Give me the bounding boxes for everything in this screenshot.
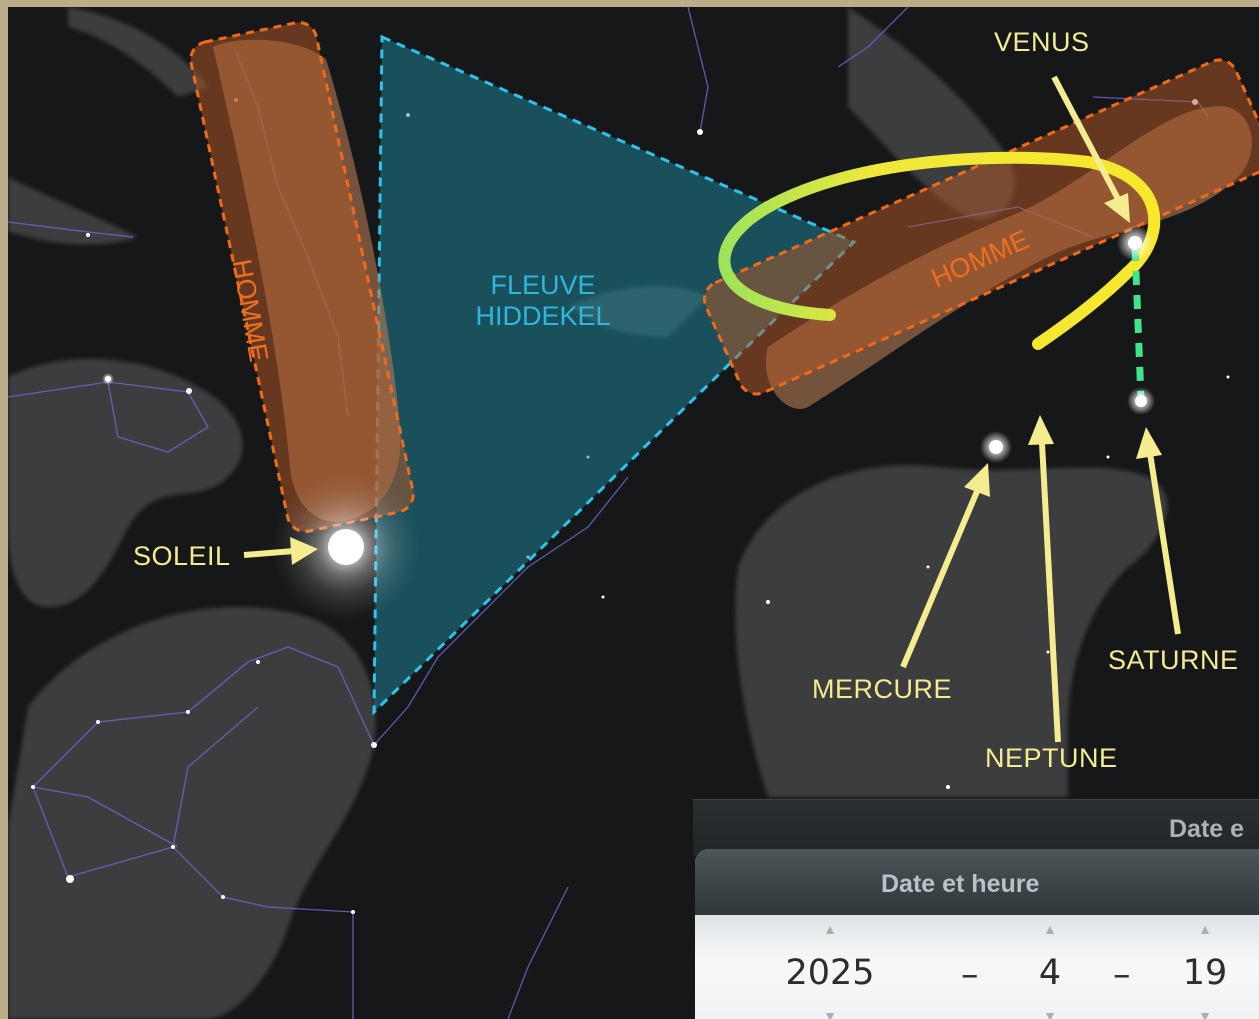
day-down-arrow-icon[interactable]: ▼ — [1198, 1008, 1212, 1019]
neptune-label: NEPTUNE — [985, 743, 1118, 773]
date-separator: – — [1113, 955, 1131, 995]
date-time-window-back[interactable]: Date e — [693, 799, 1259, 856]
date-separator: – — [961, 955, 979, 995]
venus-retrograde-loop — [718, 151, 1161, 350]
saturne-label: SATURNE — [1108, 645, 1239, 675]
date-time-title: Date et heure — [881, 870, 1040, 898]
neptune-arrow — [1028, 415, 1061, 743]
month-up-arrow-icon[interactable]: ▲ — [1043, 921, 1057, 937]
soleil-arrow — [243, 537, 318, 565]
sun-body — [271, 472, 421, 622]
year-up-arrow-icon[interactable]: ▲ — [823, 921, 837, 937]
saturne-body — [1127, 387, 1155, 415]
pointer-arrows — [243, 75, 1181, 743]
date-time-panel[interactable]: Date e Date et heure ▲ 2025 ▼ – ▲ 4 ▼ – — [693, 799, 1259, 1019]
constellation-artwork — [8, 7, 1168, 1019]
year-value[interactable]: 2025 — [785, 953, 875, 993]
mercure-label: MERCURE — [812, 674, 953, 704]
venus-label: VENUS — [994, 27, 1090, 57]
fleuve-hiddekel-label: FLEUVE HIDDEKEL — [458, 270, 628, 332]
back-window-title: Date e — [1169, 815, 1245, 843]
sky-view[interactable]: SOLEIL VENUS MERCURE NEPTUNE SATURNE FLE… — [8, 7, 1259, 1019]
month-down-arrow-icon[interactable]: ▼ — [1043, 1008, 1057, 1019]
year-down-arrow-icon[interactable]: ▼ — [823, 1008, 837, 1019]
background-stars — [31, 98, 1230, 914]
venus-body — [1117, 225, 1153, 261]
month-value[interactable]: 4 — [1038, 953, 1062, 993]
date-fields: ▲ 2025 ▼ – ▲ 4 ▼ – ▲ 19 ▼ — [695, 915, 1259, 1019]
saturne-arrow — [1136, 427, 1181, 635]
day-value[interactable]: 19 — [1182, 953, 1228, 993]
mercure-body — [980, 431, 1012, 463]
hiddekel-word: HIDDEKEL — [475, 301, 611, 331]
date-time-header[interactable]: Date et heure — [695, 849, 1259, 915]
soleil-label: SOLEIL — [133, 541, 231, 571]
date-time-window[interactable]: Date et heure ▲ 2025 ▼ – ▲ 4 ▼ – ▲ 19 — [695, 849, 1259, 1019]
mercure-arrow — [900, 463, 990, 669]
star-map-canvas[interactable] — [8, 7, 1259, 1019]
venus-arrow — [1051, 75, 1130, 223]
fleuve-word: FLEUVE — [490, 270, 596, 300]
day-up-arrow-icon[interactable]: ▲ — [1198, 921, 1212, 937]
venus-saturne-connector — [1131, 246, 1145, 400]
